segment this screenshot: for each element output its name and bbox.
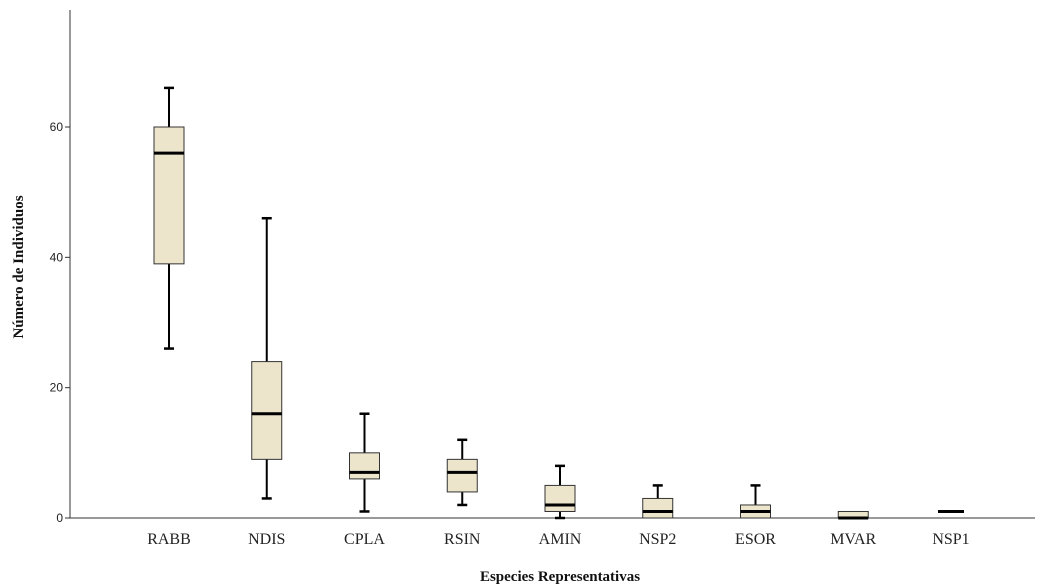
- box-iqr: [251, 361, 283, 460]
- box-cpla: [349, 412, 380, 513]
- x-axis-title: Especies Representativas: [480, 569, 640, 585]
- y-tick-label: 20: [50, 381, 64, 395]
- box-nsp2: [642, 484, 674, 519]
- y-axis: 0 20 40 60: [50, 10, 71, 525]
- y-tick-label: 40: [50, 250, 64, 264]
- x-tick-label: NSP1: [932, 531, 969, 548]
- x-tick-label: RSIN: [444, 531, 481, 548]
- box-amin: [544, 464, 576, 520]
- x-tick-label: MVAR: [830, 531, 876, 548]
- box-esor: [740, 484, 771, 519]
- x-tick-label: NSP2: [639, 531, 676, 548]
- x-tick-label: NDIS: [248, 531, 285, 548]
- box-rsin: [446, 438, 478, 507]
- x-tick-label: AMIN: [539, 531, 582, 548]
- x-tick-label: CPLA: [344, 531, 385, 548]
- box-iqr: [153, 126, 185, 265]
- y-tick-label: 0: [56, 511, 63, 525]
- box-iqr: [544, 484, 576, 512]
- x-tick-label: ESOR: [735, 531, 776, 548]
- box-iqr: [642, 497, 674, 519]
- box-iqr: [446, 458, 478, 493]
- box-rabb: [153, 86, 185, 350]
- box-mvar: [837, 510, 869, 520]
- x-axis: RABB NDIS CPLA RSIN AMIN NSP2 ESOR MVAR NSP1: [70, 517, 1035, 548]
- boxplot-series: [153, 86, 964, 520]
- y-tick-label: 60: [50, 120, 64, 134]
- y-axis-title: Número de Individuos: [11, 195, 27, 338]
- box-iqr: [349, 452, 380, 480]
- box-ndis: [251, 216, 283, 500]
- x-tick-label: RABB: [147, 531, 191, 548]
